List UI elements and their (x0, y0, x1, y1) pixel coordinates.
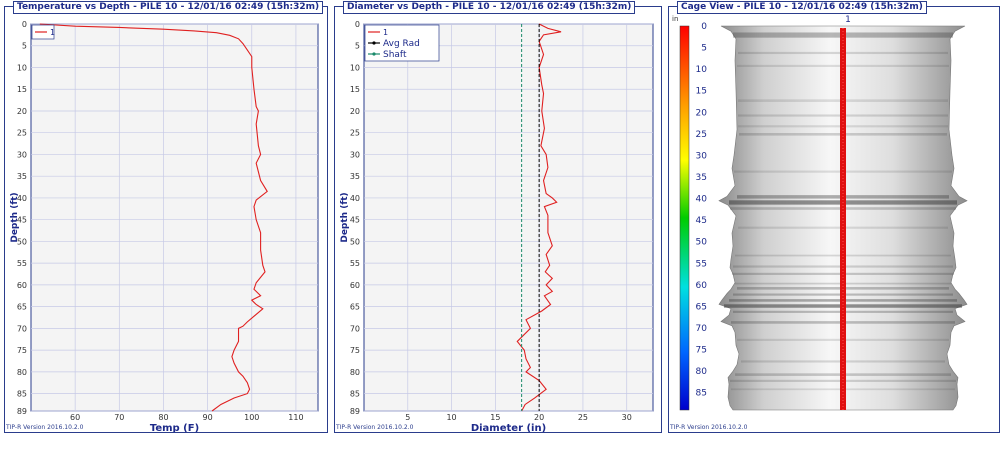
plot-area (363, 23, 654, 412)
y-tick-label: 30 (17, 150, 27, 159)
scale-tick-label: 70 (696, 324, 708, 334)
color-scale-bar (679, 25, 690, 411)
scale-tick-label: 65 (696, 302, 707, 312)
y-tick-label: 15 (350, 85, 360, 94)
scale-tick-label: 20 (696, 108, 708, 118)
y-tick-label: 50 (350, 237, 360, 246)
version-label: TIP-R Version 2016.10.2.0 (670, 424, 748, 431)
scale-tick-label: 60 (696, 281, 708, 291)
y-tick-label: 25 (350, 129, 360, 138)
y-tick-label: 15 (17, 85, 27, 94)
version-label: TIP-R Version 2016.10.2.0 (336, 424, 414, 431)
scale-tick-label: 40 (696, 195, 708, 205)
scale-tick-label: 35 (696, 173, 707, 183)
y-tick-label: 45 (350, 216, 360, 225)
cage-view-panel-title: Cage View - PILE 10 - 12/01/16 02:49 (15… (677, 1, 927, 14)
y-tick-label: 25 (17, 129, 27, 138)
y-tick-label: 89 (350, 407, 360, 416)
scale-tick-label: 10 (696, 65, 708, 75)
legend-marker (372, 41, 376, 45)
y-tick-label: 60 (350, 281, 360, 290)
x-tick-label: 10 (446, 413, 456, 422)
y-tick-label: 40 (350, 194, 360, 203)
x-tick-label: 80 (158, 413, 168, 422)
legend-label: 1 (50, 28, 55, 37)
x-axis-label: Diameter (in) (471, 423, 546, 432)
y-axis-label: Depth (ft) (340, 192, 350, 242)
diameter-panel-title: Diameter vs Depth - PILE 10 - 12/01/16 0… (343, 1, 636, 14)
x-tick-label: 5 (405, 413, 410, 422)
y-tick-label: 60 (17, 281, 27, 290)
y-tick-label: 10 (350, 63, 360, 72)
scale-tick-label: 5 (701, 44, 707, 54)
legend-label: 1 (383, 28, 388, 37)
cage-view-panel: Cage View - PILE 10 - 12/01/16 02:49 (15… (668, 1, 1000, 433)
series-line-1 (39, 23, 268, 412)
scale-tick-label: 55 (696, 259, 707, 269)
diameter-panel: Diameter vs Depth - PILE 10 - 12/01/16 0… (334, 1, 662, 433)
wire-label: 1 (845, 15, 851, 25)
y-tick-label: 65 (17, 303, 27, 312)
y-tick-label: 45 (17, 216, 27, 225)
y-tick-label: 20 (17, 107, 27, 116)
y-tick-label: 70 (17, 324, 27, 333)
series-line-1 (516, 23, 562, 412)
scale-tick-label: 45 (696, 216, 707, 226)
y-tick-label: 40 (17, 194, 27, 203)
x-tick-label: 20 (534, 413, 544, 422)
y-tick-label: 75 (17, 346, 27, 355)
scale-tick-label: 80 (696, 367, 708, 377)
y-tick-label: 80 (350, 368, 360, 377)
y-tick-label: 70 (350, 324, 360, 333)
legend-label: Shaft (383, 50, 407, 60)
y-tick-label: 55 (350, 259, 360, 268)
scale-tick-label: 75 (696, 346, 707, 356)
x-axis-label: Temp (F) (150, 423, 199, 432)
legend-label: Avg Rad (383, 39, 420, 49)
x-tick-label: 25 (578, 413, 588, 422)
temperature-panel: Temperature vs Depth - PILE 10 - 12/01/1… (4, 1, 328, 433)
x-tick-label: 100 (244, 413, 259, 422)
y-tick-label: 65 (350, 303, 360, 312)
y-tick-label: 10 (17, 63, 27, 72)
diameter-chart: 5 10 15 20 25 30 0 5 10 15 20 25 30 35 40 45 50 55 60 65 70 7… (340, 20, 654, 432)
y-tick-label: 0 (22, 20, 27, 29)
y-tick-label: 30 (350, 150, 360, 159)
y-tick-label: 5 (22, 42, 27, 51)
x-tick-label: 70 (114, 413, 124, 422)
y-tick-label: 20 (350, 107, 360, 116)
y-axis-label: Depth (ft) (10, 192, 20, 242)
y-tick-label: 50 (17, 237, 27, 246)
cage-view: in 0 5 10 15 20 25 30 35 40 45 50 55 60 65 70 75 80 85 1 (672, 15, 968, 411)
scale-tick-label: 25 (696, 130, 707, 140)
legend: 1 (31, 24, 55, 40)
y-tick-label: 75 (350, 346, 360, 355)
x-tick-label: 15 (490, 413, 500, 422)
scale-unit-label: in (672, 15, 678, 23)
y-tick-label: 5 (355, 42, 360, 51)
scale-tick-label: 30 (696, 151, 708, 161)
legend-marker (372, 52, 376, 56)
scale-tick-label: 0 (701, 22, 707, 32)
scale-tick-label: 50 (696, 238, 708, 248)
y-tick-label: 0 (355, 20, 360, 29)
y-tick-label: 35 (17, 172, 27, 181)
x-tick-label: 110 (288, 413, 303, 422)
y-tick-label: 89 (17, 407, 27, 416)
y-tick-label: 35 (350, 172, 360, 181)
y-tick-label: 85 (17, 390, 27, 399)
x-tick-label: 60 (70, 413, 80, 422)
x-tick-label: 90 (203, 413, 213, 422)
y-tick-label: 80 (17, 368, 27, 377)
temperature-chart: 60 70 80 90 100 110 0 5 10 15 20 25 30 35 40 45 50 55 60 65… (10, 20, 319, 432)
y-tick-label: 85 (350, 390, 360, 399)
x-tick-label: 30 (622, 413, 632, 422)
scale-tick-label: 15 (696, 87, 707, 97)
y-tick-label: 55 (17, 259, 27, 268)
scale-tick-label: 85 (696, 389, 707, 399)
temperature-panel-title: Temperature vs Depth - PILE 10 - 12/01/1… (13, 1, 324, 14)
plot-area (30, 23, 319, 412)
version-label: TIP-R Version 2016.10.2.0 (6, 424, 84, 431)
